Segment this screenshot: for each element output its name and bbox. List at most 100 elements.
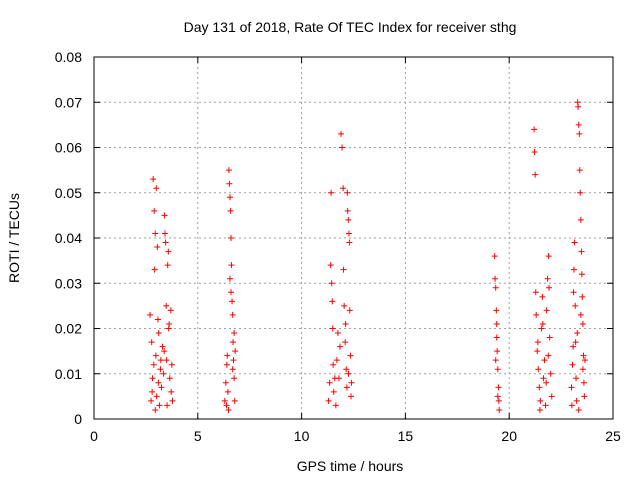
data-point <box>580 352 587 359</box>
data-point <box>344 207 351 214</box>
data-point <box>161 348 168 355</box>
plot-frame <box>93 56 614 420</box>
data-point <box>547 370 554 377</box>
data-point <box>491 253 498 260</box>
data-point <box>531 149 538 156</box>
data-point <box>576 167 583 174</box>
data-point <box>546 334 553 341</box>
data-point <box>149 375 156 382</box>
data-point <box>148 339 155 346</box>
data-point <box>579 320 586 327</box>
data-point <box>570 343 577 350</box>
data-point <box>575 103 582 110</box>
data-point <box>157 357 164 364</box>
x-tick-label: 25 <box>605 428 621 444</box>
data-point <box>544 275 551 282</box>
data-point <box>164 402 171 409</box>
data-point <box>578 271 585 278</box>
data-point <box>536 384 543 391</box>
data-point <box>342 339 349 346</box>
data-point <box>345 230 352 237</box>
data-point <box>577 216 584 223</box>
data-point <box>573 397 580 404</box>
data-point <box>494 393 501 400</box>
data-point <box>543 379 550 386</box>
data-point <box>575 406 582 413</box>
data-point <box>333 357 340 364</box>
data-point <box>148 397 155 404</box>
data-point <box>224 388 231 395</box>
data-point <box>162 239 169 246</box>
data-point <box>570 266 577 273</box>
data-point <box>575 121 582 128</box>
data-point <box>159 343 166 350</box>
data-point <box>494 366 501 373</box>
data-point <box>348 393 355 400</box>
data-point <box>330 388 337 395</box>
data-point <box>325 397 332 404</box>
data-point <box>230 339 237 346</box>
data-point <box>532 171 539 178</box>
data-point <box>537 397 544 404</box>
y-tick-label: 0.05 <box>55 185 82 201</box>
data-point <box>166 375 173 382</box>
y-tick-label: 0.04 <box>55 230 82 246</box>
chart-title: Day 131 of 2018, Rate Of TEC Index for r… <box>184 19 517 35</box>
y-tick-label: 0.07 <box>55 94 82 110</box>
data-point <box>163 357 170 364</box>
data-point <box>493 334 500 341</box>
data-point <box>228 289 235 296</box>
data-point <box>571 239 578 246</box>
data-point <box>166 320 173 327</box>
data-point <box>569 361 576 368</box>
data-point <box>161 230 168 237</box>
data-point <box>149 388 156 395</box>
data-point <box>223 402 230 409</box>
data-point <box>161 212 168 219</box>
data-point <box>542 402 549 409</box>
data-point <box>230 357 237 364</box>
data-point <box>493 307 500 314</box>
data-point <box>495 384 502 391</box>
data-point <box>164 262 171 269</box>
grid-layer <box>94 57 613 419</box>
data-point <box>533 311 540 318</box>
data-point <box>337 343 344 350</box>
data-point <box>570 289 577 296</box>
data-point <box>165 248 172 255</box>
data-point <box>160 370 167 377</box>
data-point <box>167 307 174 314</box>
x-tick-label: 15 <box>398 428 414 444</box>
data-point <box>579 293 586 300</box>
data-point <box>539 293 546 300</box>
data-point <box>345 370 352 377</box>
data-point <box>339 144 346 151</box>
y-tick-label: 0.08 <box>55 49 82 65</box>
data-points <box>147 99 588 413</box>
data-point <box>225 406 232 413</box>
data-point <box>539 320 546 327</box>
data-point <box>157 366 164 373</box>
data-point <box>150 176 157 183</box>
data-point <box>343 384 350 391</box>
data-point <box>229 298 236 305</box>
data-point <box>577 189 584 196</box>
x-tick-label: 20 <box>501 428 517 444</box>
data-point <box>342 320 349 327</box>
data-point <box>577 311 584 318</box>
tick-layer: 0 5 10 15 20 25 0 0.01 0.02 0.03 0.04 0.05 0.06 0.07 0… <box>55 49 621 444</box>
data-point <box>581 393 588 400</box>
data-point <box>154 244 161 251</box>
data-point <box>541 357 548 364</box>
data-point <box>492 357 499 364</box>
data-point <box>572 302 579 309</box>
data-point <box>345 216 352 223</box>
data-point <box>534 339 541 346</box>
data-point <box>155 379 162 386</box>
data-point <box>153 393 160 400</box>
data-point <box>231 397 238 404</box>
y-tick-label: 0.06 <box>55 140 82 156</box>
data-point <box>495 397 502 404</box>
data-point <box>332 402 339 409</box>
